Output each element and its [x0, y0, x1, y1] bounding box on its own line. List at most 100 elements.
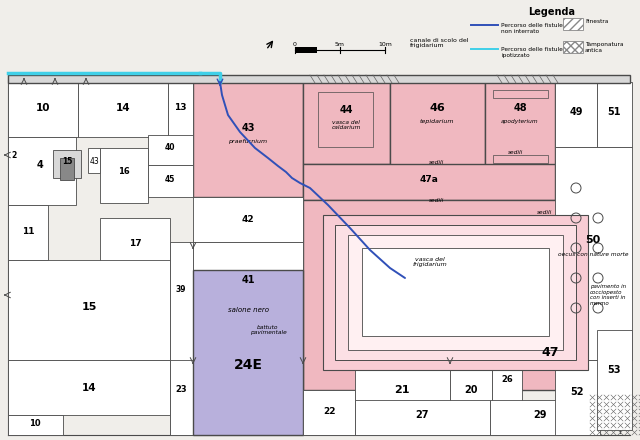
Text: sedili: sedili: [508, 150, 524, 155]
Bar: [193, 242, 303, 322]
Bar: [148, 135, 193, 165]
Bar: [170, 242, 193, 435]
Bar: [8, 205, 48, 260]
Bar: [148, 165, 193, 197]
Bar: [8, 360, 170, 415]
Text: 47: 47: [541, 345, 559, 359]
Text: 40: 40: [164, 143, 175, 153]
Text: 45: 45: [165, 176, 175, 184]
Bar: [335, 225, 576, 360]
Text: 26: 26: [501, 375, 513, 385]
Text: Legenda: Legenda: [529, 7, 575, 17]
Text: salone nero: salone nero: [227, 307, 269, 313]
Bar: [362, 248, 549, 336]
Text: 46: 46: [429, 103, 445, 113]
Text: 4: 4: [36, 160, 44, 170]
Text: 41: 41: [241, 275, 255, 285]
Bar: [60, 158, 74, 180]
Text: 22: 22: [323, 407, 335, 417]
Text: praefurnium: praefurnium: [228, 139, 268, 144]
Bar: [88, 148, 100, 173]
Text: 2: 2: [12, 150, 17, 159]
Text: Percorso delle fistule
ipotizzato: Percorso delle fistule ipotizzato: [501, 47, 563, 58]
Text: apodyterium: apodyterium: [501, 120, 539, 125]
Bar: [492, 360, 522, 405]
Bar: [450, 360, 492, 435]
Text: Finestra: Finestra: [585, 19, 609, 24]
Bar: [490, 400, 590, 435]
Bar: [100, 148, 148, 203]
Text: oecus con nature morte: oecus con nature morte: [557, 253, 628, 257]
Bar: [485, 82, 555, 172]
Text: 10: 10: [29, 418, 41, 428]
Bar: [493, 90, 548, 98]
Text: 21: 21: [394, 385, 410, 395]
Bar: [53, 150, 81, 178]
Text: 43: 43: [89, 158, 99, 166]
Bar: [168, 78, 193, 160]
Text: 13: 13: [173, 103, 186, 113]
Bar: [597, 82, 632, 147]
Bar: [303, 164, 555, 200]
Text: 14: 14: [116, 103, 131, 113]
Bar: [78, 82, 168, 137]
Text: 0: 0: [293, 41, 297, 47]
Bar: [318, 92, 373, 147]
Text: 47a: 47a: [420, 176, 438, 184]
Bar: [555, 147, 632, 360]
Text: 29: 29: [533, 410, 547, 420]
Bar: [193, 270, 303, 435]
Text: canale di scolo del
frigidarium: canale di scolo del frigidarium: [410, 37, 468, 48]
Bar: [170, 360, 193, 435]
Text: 27: 27: [415, 410, 429, 420]
Bar: [193, 197, 303, 242]
Text: 16: 16: [118, 168, 130, 176]
Text: 43: 43: [241, 123, 255, 133]
Text: 51: 51: [607, 107, 621, 117]
Text: 39: 39: [176, 286, 186, 294]
Text: 52: 52: [570, 387, 584, 397]
Bar: [303, 200, 615, 390]
Text: 14: 14: [82, 383, 96, 393]
Text: 11: 11: [22, 227, 35, 236]
Bar: [8, 137, 76, 205]
Text: sedili: sedili: [429, 161, 445, 165]
Text: 24E: 24E: [234, 358, 262, 372]
Bar: [563, 41, 583, 53]
Bar: [468, 5, 636, 73]
Bar: [390, 82, 485, 172]
Bar: [355, 360, 450, 435]
Text: 49: 49: [569, 107, 583, 117]
Text: Tamponatura
antica: Tamponatura antica: [585, 42, 623, 53]
Text: pavimento in
cocciopesto
con inserti in
marmo: pavimento in cocciopesto con inserti in …: [590, 284, 626, 306]
Text: 42: 42: [242, 216, 254, 224]
Text: 10: 10: [36, 103, 51, 113]
Text: vasca del
caldarium: vasca del caldarium: [332, 120, 361, 130]
Text: tepidarium: tepidarium: [420, 120, 454, 125]
Text: 50: 50: [586, 235, 600, 245]
Text: 15: 15: [62, 158, 72, 166]
Text: 23: 23: [175, 385, 187, 395]
Text: 5m: 5m: [335, 41, 345, 47]
Text: 15: 15: [81, 302, 97, 312]
Bar: [493, 155, 548, 163]
Text: vasca del
frigidarium: vasca del frigidarium: [413, 257, 447, 268]
Bar: [355, 400, 490, 435]
Text: 17: 17: [129, 238, 141, 247]
Bar: [303, 390, 355, 435]
Bar: [100, 218, 170, 273]
Text: 44: 44: [339, 105, 353, 115]
Text: 53: 53: [607, 365, 621, 375]
Text: Percorso delle fistule
non interrato: Percorso delle fistule non interrato: [501, 23, 563, 34]
Bar: [563, 18, 583, 30]
Bar: [597, 330, 632, 430]
Text: sedili: sedili: [538, 209, 552, 214]
Bar: [555, 82, 597, 147]
Bar: [8, 260, 170, 360]
Text: sedili: sedili: [429, 198, 445, 202]
Bar: [295, 47, 317, 53]
Bar: [193, 82, 303, 197]
Bar: [348, 235, 563, 350]
Bar: [8, 137, 23, 172]
Text: battuto
pavimentale: battuto pavimentale: [250, 325, 286, 335]
